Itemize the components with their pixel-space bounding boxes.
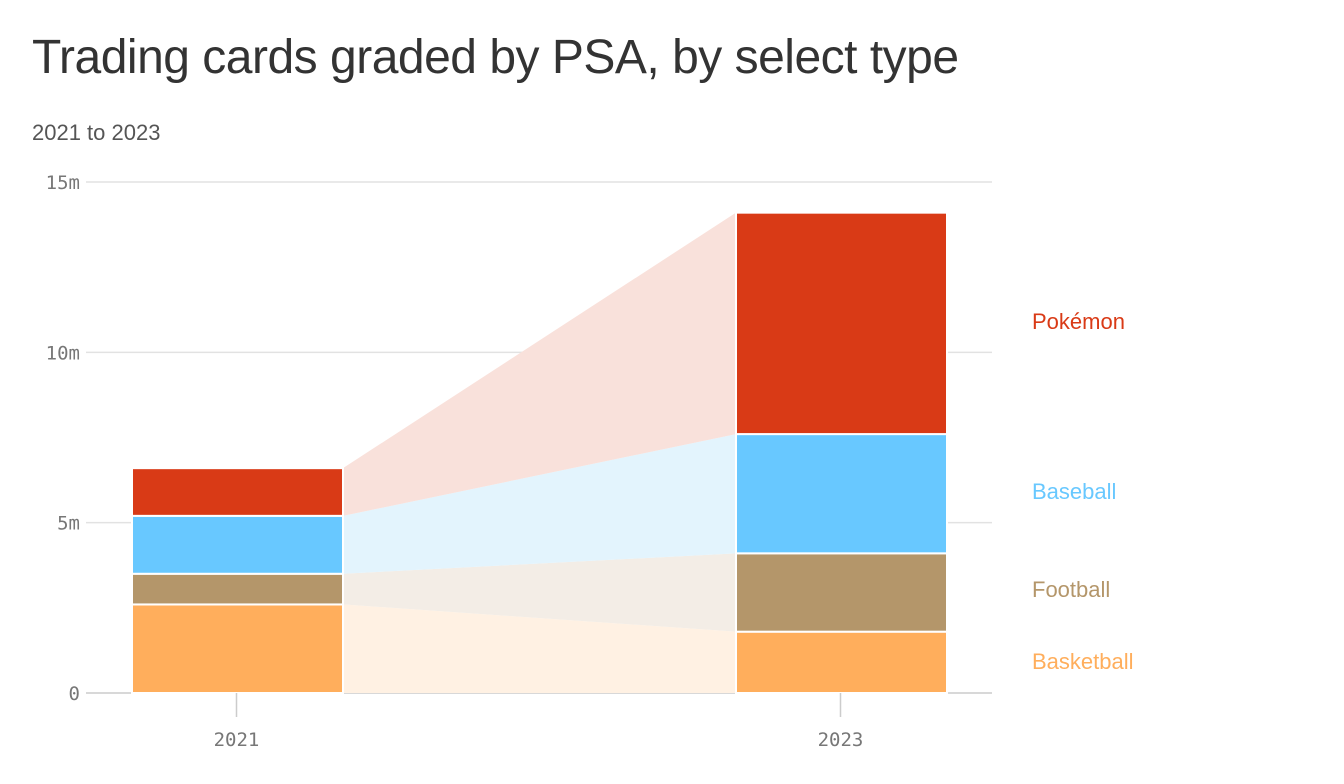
legend-label-pokmon: Pokémon [1032,309,1125,334]
y-tick-label: 15m [46,172,80,194]
bar-segment-2023-football [735,552,948,633]
x-tick-label: 2023 [818,729,864,751]
legend: Basketball Football Baseball Pokémon [1032,309,1134,674]
legend-label-football: Football [1032,577,1110,602]
band-football [343,553,736,632]
bar-segment-2021-football [131,572,344,606]
axes: 0 5m 10m 15m 2021 2023 [46,172,864,751]
band-basketball [343,604,736,693]
connector-bands [343,212,736,693]
band-baseball [343,434,736,574]
y-tick-label: 10m [46,342,80,364]
band-pokmon [343,212,736,516]
bar-segment-2023-basketball [735,630,948,694]
bar-segment-2021-pokmon [131,467,344,517]
bar-segment-2023-pokmon [735,211,948,436]
legend-label-basketball: Basketball [1032,649,1134,674]
y-tick-label: 5m [57,513,80,535]
chart-subtitle: 2021 to 2023 [32,120,161,145]
bar-segment-2023-baseball [735,433,948,555]
bar-segment-2021-baseball [131,514,344,575]
x-tick-label: 2021 [214,729,260,751]
chart-title: Trading cards graded by PSA, by select t… [32,31,959,84]
bars [131,211,948,695]
bar-segment-2021-basketball [131,603,344,695]
legend-label-baseball: Baseball [1032,479,1116,504]
y-tick-label: 0 [69,683,80,705]
